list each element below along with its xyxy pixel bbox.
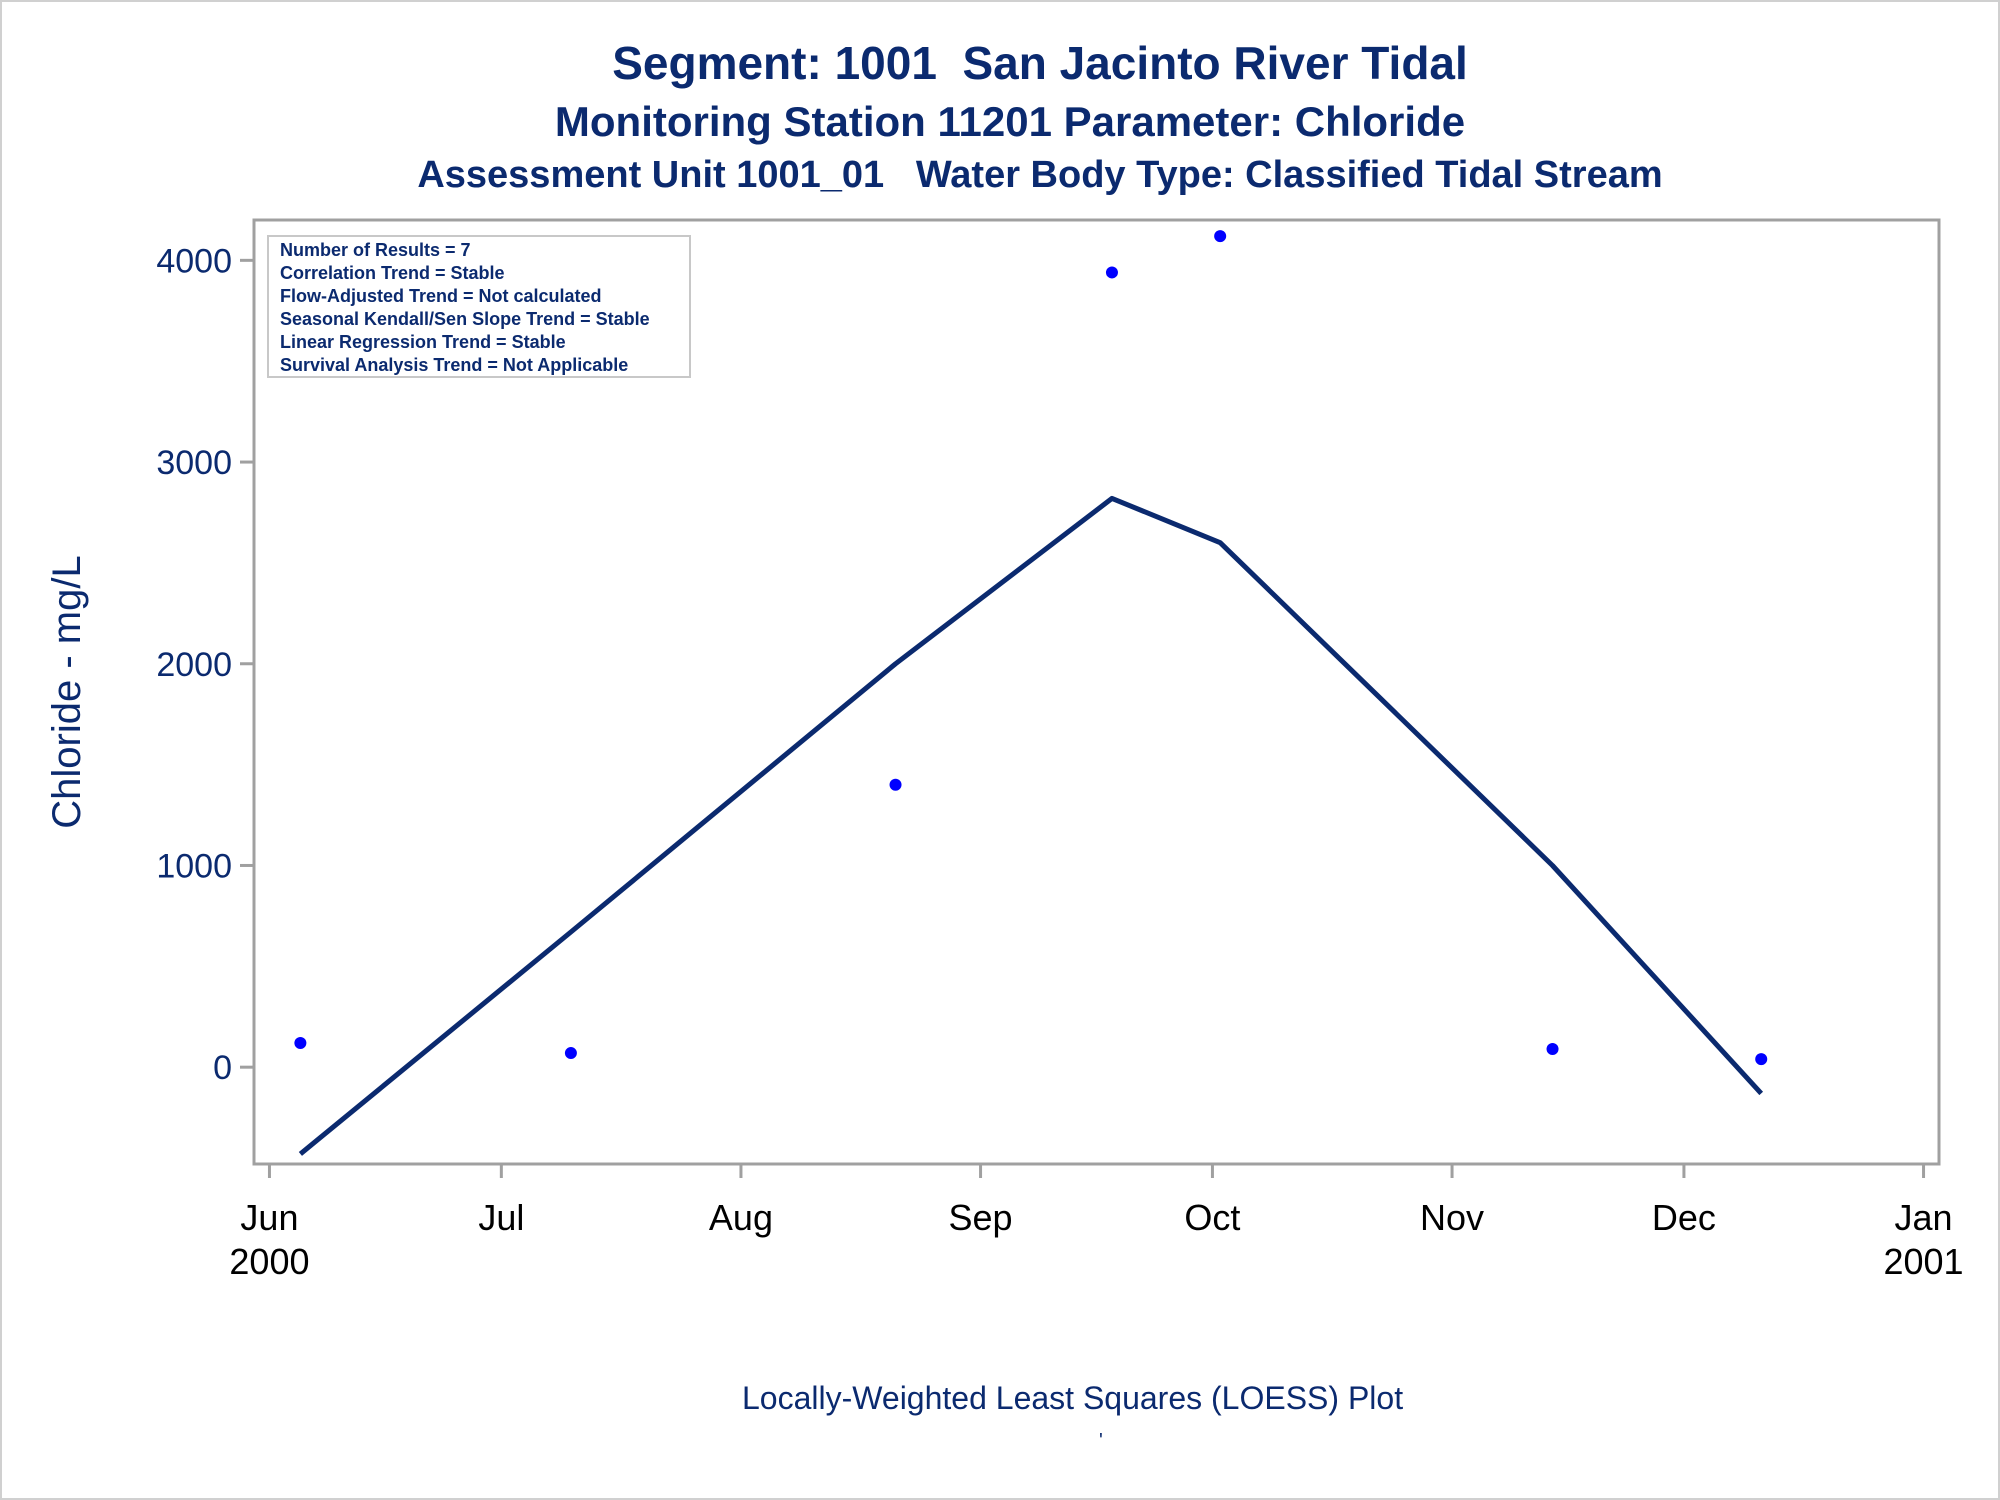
stats-line-flow-adjusted: Flow-Adjusted Trend = Not calculated bbox=[280, 286, 602, 306]
series-layer bbox=[294, 230, 1768, 1156]
data-point-2 bbox=[889, 778, 902, 791]
x-tick-label-2: Aug bbox=[709, 1197, 773, 1238]
data-point-3 bbox=[1105, 266, 1118, 279]
chart-subtitle: Monitoring Station 11201 Parameter: Chlo… bbox=[554, 98, 1466, 145]
x-tick-label-4: Oct bbox=[1184, 1197, 1240, 1238]
stats-box-border bbox=[267, 235, 691, 378]
stats-box: Number of Results = 7 Correlation Trend … bbox=[267, 235, 691, 378]
y-tick-label-0: 0 bbox=[213, 1049, 232, 1087]
stats-line-survival: Survival Analysis Trend = Not Applicable bbox=[280, 355, 628, 375]
data-point-1 bbox=[564, 1047, 577, 1060]
stats-line-linear-regression: Linear Regression Trend = Stable bbox=[280, 332, 566, 352]
data-point-6 bbox=[1755, 1053, 1768, 1066]
data-point-0 bbox=[294, 1036, 307, 1049]
footnote-mark: ' bbox=[1099, 1430, 1103, 1452]
chart-title: Segment: 1001 San Jacinto River Tidal bbox=[612, 37, 1468, 89]
data-point-5 bbox=[1546, 1043, 1559, 1056]
y-axis: 0 1000 2000 3000 4000 bbox=[156, 242, 254, 1087]
x-tick-label-7: Jan bbox=[1895, 1197, 1953, 1238]
chart-subtitle-2: Assessment Unit 1001_01 Water Body Type:… bbox=[417, 154, 1663, 196]
stats-line-seasonal-kendall: Seasonal Kendall/Sen Slope Trend = Stabl… bbox=[280, 309, 650, 329]
x-tick-sublabel-0: 2000 bbox=[229, 1241, 309, 1282]
data-point-4 bbox=[1214, 230, 1227, 243]
y-tick-label-3: 3000 bbox=[156, 444, 232, 482]
stats-line-results: Number of Results = 7 bbox=[280, 240, 471, 260]
y-tick-label-2: 2000 bbox=[156, 646, 232, 684]
x-tick-label-3: Sep bbox=[949, 1197, 1013, 1238]
x-tick-label-5: Nov bbox=[1420, 1197, 1484, 1238]
y-tick-label-4: 4000 bbox=[156, 242, 232, 280]
x-tick-label-0: Jun bbox=[240, 1197, 298, 1238]
stats-line-correlation: Correlation Trend = Stable bbox=[280, 263, 505, 283]
x-tick-sublabel-7: 2001 bbox=[1883, 1241, 1963, 1282]
x-tick-label-1: Jul bbox=[478, 1197, 524, 1238]
y-tick-label-1: 1000 bbox=[156, 847, 232, 885]
loess-line bbox=[298, 495, 1764, 1156]
y-axis-label: Chloride - mg/L bbox=[45, 555, 89, 828]
plot-footnote: Locally-Weighted Least Squares (LOESS) P… bbox=[742, 1380, 1404, 1416]
plot-area bbox=[252, 218, 1941, 1166]
x-tick-label-6: Dec bbox=[1652, 1197, 1716, 1238]
